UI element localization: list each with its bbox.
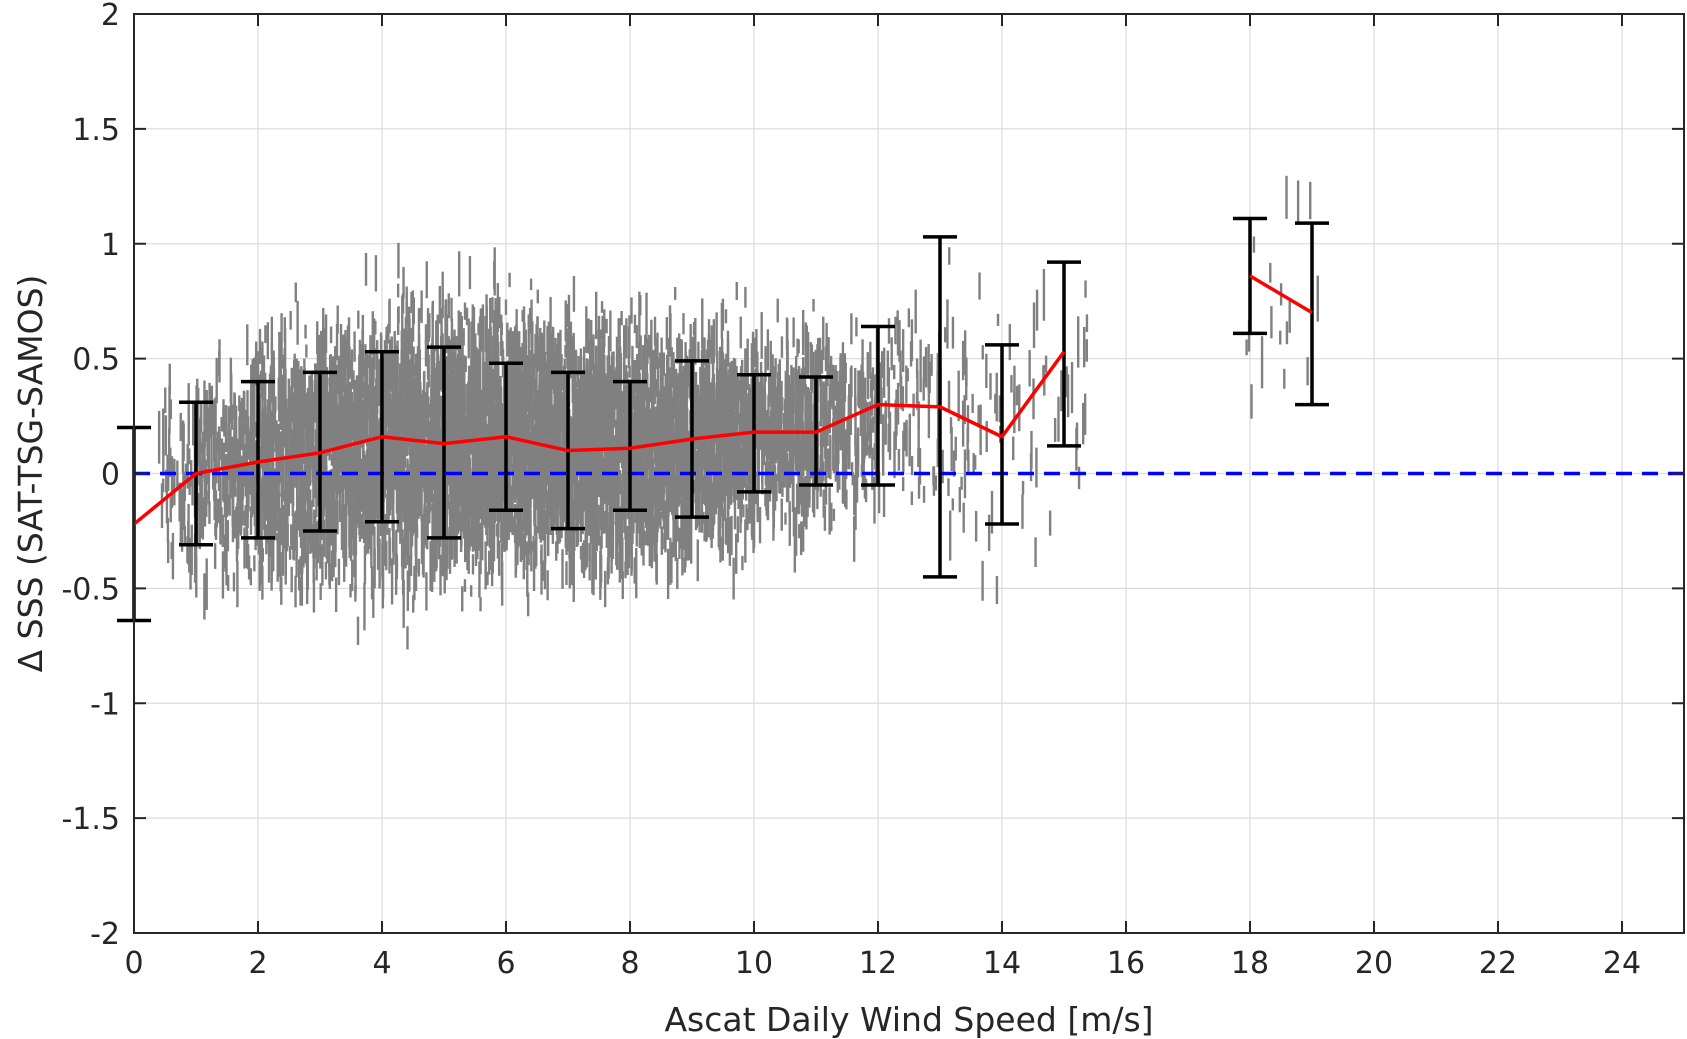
chart-canvas: 0 2 4 6 8 10 12 14 16 18 20 22 24 -2-1.5-1-0.500.511… bbox=[0, 0, 1687, 1039]
chart-background bbox=[0, 0, 1687, 1039]
